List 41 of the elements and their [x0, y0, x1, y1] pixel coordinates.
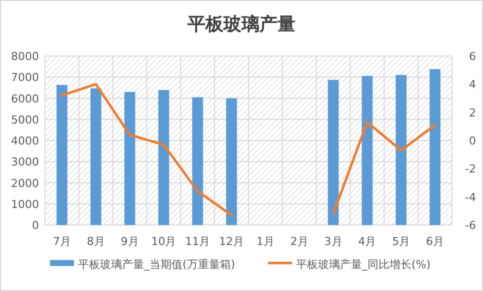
bar — [90, 88, 102, 225]
y-tick-label: 7000 — [11, 71, 39, 84]
bar — [56, 84, 68, 225]
y-tick-label: 2000 — [11, 176, 39, 190]
y2-tick-label: -2 — [465, 162, 476, 176]
bar — [396, 75, 407, 225]
y-tick-label: 8000 — [11, 50, 39, 63]
y2-tick-label: -6 — [465, 219, 476, 232]
bar — [430, 69, 440, 225]
x-tick-label: 12月 — [219, 235, 244, 248]
x-tick-label: 6月 — [426, 235, 444, 248]
y2-tick-label: 4 — [469, 78, 476, 92]
x-tick-label: 10月 — [151, 235, 176, 248]
bar — [362, 76, 373, 225]
bar — [226, 98, 237, 225]
x-tick-label: 5月 — [392, 235, 410, 248]
y-tick-label: 4000 — [11, 134, 39, 148]
y2-tick-label: 6 — [469, 50, 476, 63]
legend-label: 平板玻璃产量_同比增长(%) — [296, 258, 431, 271]
y2-tick-label: -4 — [465, 190, 476, 204]
bar — [192, 97, 204, 225]
chart-title: 平板玻璃产量 — [186, 14, 296, 35]
y2-tick-label: 0 — [469, 134, 476, 148]
x-tick-label: 9月 — [120, 235, 139, 248]
y-tick-label: 3000 — [11, 156, 39, 169]
y-tick-label: 5000 — [11, 113, 39, 126]
bar — [328, 80, 339, 225]
legend-label: 平板玻璃产量_当期值(万重量箱) — [78, 258, 236, 271]
x-tick-label: 2月 — [290, 235, 308, 248]
x-tick-label: 1月 — [256, 235, 274, 248]
x-tick-label: 3月 — [324, 235, 342, 248]
x-tick-label: 8月 — [86, 235, 105, 248]
y-tick-label: 0 — [32, 219, 39, 232]
y-tick-label: 1000 — [11, 198, 39, 211]
x-tick-label: 4月 — [358, 235, 376, 248]
x-tick-label: 11月 — [185, 235, 210, 248]
y-tick-label: 6000 — [11, 92, 39, 106]
y2-tick-label: 2 — [469, 106, 476, 120]
x-tick-label: 7月 — [52, 235, 71, 248]
bar — [158, 90, 170, 225]
bar — [124, 92, 136, 225]
